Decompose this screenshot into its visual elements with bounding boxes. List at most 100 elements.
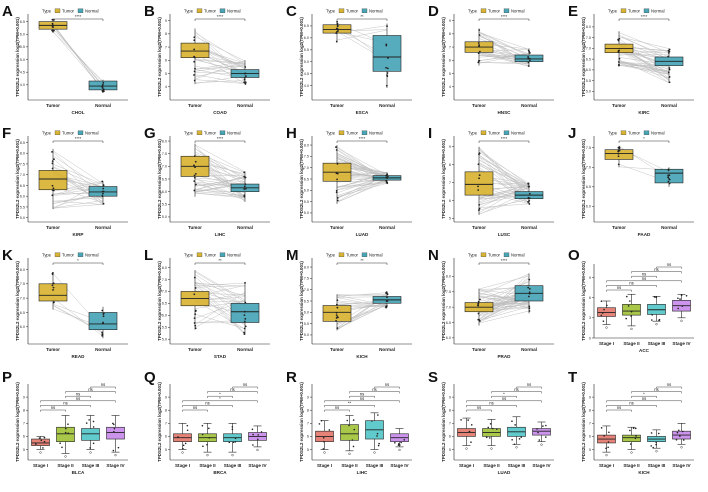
- paired-line: [336, 172, 388, 189]
- significance-label: ****: [359, 136, 366, 141]
- data-point: [513, 443, 516, 446]
- data-point: [657, 432, 660, 435]
- legend-swatch-tumor: [480, 252, 487, 257]
- y-tick-label: 7.5: [20, 162, 25, 166]
- data-point: [397, 443, 400, 445]
- data-point: [630, 310, 633, 313]
- data-point: [386, 72, 389, 74]
- comparison-bracket: [336, 18, 388, 21]
- data-point: [385, 305, 387, 308]
- y-tick-label: 6.5: [304, 24, 309, 28]
- data-point: [352, 445, 355, 448]
- data-point: [251, 428, 254, 431]
- data-point: [52, 301, 55, 304]
- comparison-bracket: [232, 386, 258, 389]
- data-point: [336, 306, 339, 309]
- data-point: [336, 172, 339, 175]
- data-point: [193, 189, 196, 192]
- comparison-bracket: [618, 140, 670, 143]
- data-point: [625, 295, 628, 298]
- x-axis-title: LIHC: [215, 232, 226, 237]
- significance-label: ns: [667, 262, 671, 267]
- comparison-bracket: [606, 409, 632, 412]
- comparison-bracket: [478, 18, 530, 21]
- data-point: [478, 209, 480, 212]
- data-point: [243, 195, 246, 198]
- paired-line: [194, 178, 246, 199]
- x-category-label: Normal: [95, 103, 111, 108]
- data-point: [335, 149, 338, 151]
- box-tumor: [180, 42, 210, 58]
- data-point: [336, 162, 339, 165]
- data-point: [335, 314, 338, 316]
- significance-label: ns: [642, 276, 646, 281]
- data-point: [201, 433, 204, 436]
- data-point: [603, 308, 605, 311]
- box-stage-i: [31, 438, 50, 446]
- paired-line: [478, 273, 530, 296]
- comparison-bracket: [194, 140, 246, 143]
- legend-swatch-tumor: [338, 130, 345, 135]
- data-point: [377, 444, 380, 447]
- data-point: [51, 284, 54, 287]
- data-point: [335, 172, 338, 175]
- y-tick-label: 6.5: [20, 311, 25, 315]
- paired-line: [194, 192, 246, 198]
- comparison-bracket: [656, 386, 682, 389]
- paired-line: [618, 49, 670, 83]
- significance-label: ns: [385, 382, 389, 387]
- data-point: [244, 282, 246, 284]
- data-point: [528, 295, 530, 298]
- legend-title: Type: [326, 252, 336, 257]
- y-tick-label: 8: [165, 409, 167, 413]
- comparison-bracket: [65, 391, 116, 394]
- y-axis-title: TPDS2L2 expression log2(TPM+0.001): [581, 17, 586, 97]
- comparison-bracket: [606, 285, 657, 288]
- legend-label-tumor: Tumor: [62, 8, 75, 13]
- data-point: [193, 180, 196, 183]
- paired-line: [478, 36, 530, 55]
- data-point: [629, 429, 631, 432]
- comparison-bracket: [374, 386, 400, 389]
- box-stage-ii: [56, 426, 75, 442]
- x-category-label: Stage IV: [390, 463, 409, 468]
- data-point: [668, 68, 671, 71]
- data-point: [468, 430, 471, 433]
- x-category-label: Tumor: [472, 347, 486, 352]
- data-point: [460, 419, 462, 421]
- data-point: [545, 424, 547, 427]
- outlier-point: [373, 451, 376, 454]
- x-category-label: Tumor: [612, 103, 626, 108]
- significance-label: ns: [502, 396, 506, 401]
- data-point: [335, 311, 338, 314]
- y-tick-label: 6.0: [20, 325, 25, 329]
- data-point: [603, 435, 605, 437]
- data-point: [385, 292, 387, 294]
- data-point: [679, 435, 681, 437]
- comparison-bracket: [516, 386, 542, 389]
- legend-swatch-tumor: [480, 130, 487, 135]
- legend-label-normal: Normal: [651, 8, 665, 13]
- paired-line: [478, 53, 530, 61]
- data-point: [186, 429, 189, 432]
- legend-title: Type: [608, 8, 618, 13]
- significance-label: ****: [75, 14, 82, 19]
- paired-line: [194, 190, 246, 193]
- data-point: [528, 197, 531, 200]
- x-axis-title: READ: [71, 354, 85, 359]
- outlier-point: [114, 454, 117, 457]
- data-point: [477, 52, 480, 55]
- data-point: [336, 316, 339, 318]
- paired-line: [478, 165, 530, 185]
- data-point: [51, 184, 54, 187]
- paired-line: [52, 28, 104, 83]
- data-point: [101, 90, 104, 93]
- data-point: [677, 297, 679, 300]
- significance-label: ns: [51, 405, 55, 410]
- data-point: [478, 177, 480, 180]
- comparison-bracket: [40, 409, 66, 412]
- outlier-point: [348, 452, 351, 455]
- data-point: [385, 181, 388, 183]
